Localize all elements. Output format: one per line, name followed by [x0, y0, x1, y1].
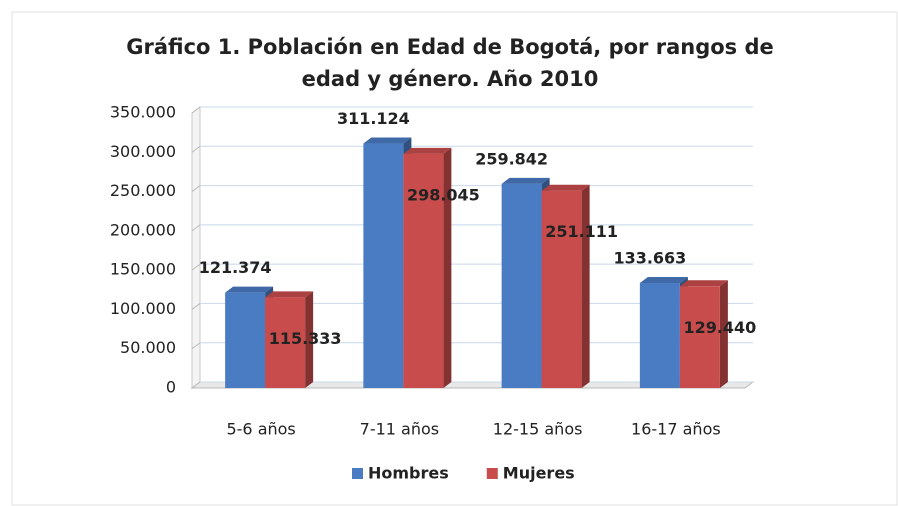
y-tick-label: 200.000	[110, 220, 176, 239]
bar-face	[541, 190, 582, 388]
x-tick-label: 12-15 años	[493, 420, 583, 439]
grid-line	[191, 224, 201, 232]
data-label: 129.440	[683, 318, 756, 337]
grid-line	[191, 106, 201, 114]
bar-face	[265, 297, 306, 388]
x-tick-label: 5-6 años	[226, 420, 295, 439]
legend-swatch	[486, 468, 498, 479]
bar-face	[265, 291, 314, 298]
data-label: 133.663	[613, 248, 686, 267]
bar	[265, 291, 314, 388]
y-tick-label: 250.000	[110, 181, 176, 200]
legend-label: Mujeres	[503, 464, 575, 483]
bar-face	[501, 183, 542, 388]
y-tick-label: 350.000	[110, 103, 176, 122]
y-tick-label: 0	[166, 378, 176, 397]
bar-face	[443, 147, 452, 388]
bar	[501, 177, 550, 388]
bar-face	[501, 177, 550, 184]
data-label: 251.111	[545, 222, 618, 241]
grid-line	[191, 342, 201, 350]
bar-face	[639, 276, 688, 283]
grid-line	[191, 303, 201, 310]
bar	[403, 147, 452, 388]
bar-face	[225, 286, 274, 293]
bar-face	[541, 184, 590, 191]
data-label: 298.045	[407, 185, 480, 204]
bar-face	[305, 291, 314, 388]
bar-face	[363, 137, 412, 144]
data-label: 259.842	[475, 149, 548, 168]
bar-face	[403, 147, 452, 154]
legend-label: Hombres	[368, 464, 449, 483]
bar-face	[403, 153, 444, 388]
grid-line	[191, 263, 201, 271]
bar-face	[581, 184, 590, 388]
data-label: 121.374	[199, 258, 272, 277]
bar-face	[639, 282, 680, 388]
y-tick-label: 50.000	[120, 338, 176, 357]
y-tick-label: 100.000	[110, 299, 176, 318]
bar-face	[679, 286, 720, 388]
y-tick-label: 150.000	[110, 260, 176, 279]
x-tick-label: 16-17 años	[631, 420, 721, 439]
bar-face	[225, 292, 266, 388]
grid-line	[191, 145, 201, 153]
bar-face	[719, 280, 728, 388]
data-label: 311.124	[337, 109, 410, 128]
data-label: 115.333	[269, 329, 342, 348]
chart-title: edad y género. Año 2010	[302, 67, 599, 91]
x-tick-label: 7-11 años	[360, 420, 439, 439]
y-tick-label: 300.000	[110, 142, 176, 161]
grid-line	[191, 185, 201, 192]
bar	[679, 280, 728, 388]
bar-face	[363, 143, 404, 388]
legend-swatch	[352, 468, 363, 479]
grid-line	[191, 381, 201, 389]
chart-title: Gráfico 1. Población en Edad de Bogotá, …	[126, 35, 774, 59]
bar	[541, 184, 590, 388]
bar-face	[679, 280, 728, 287]
frame	[11, 11, 898, 506]
